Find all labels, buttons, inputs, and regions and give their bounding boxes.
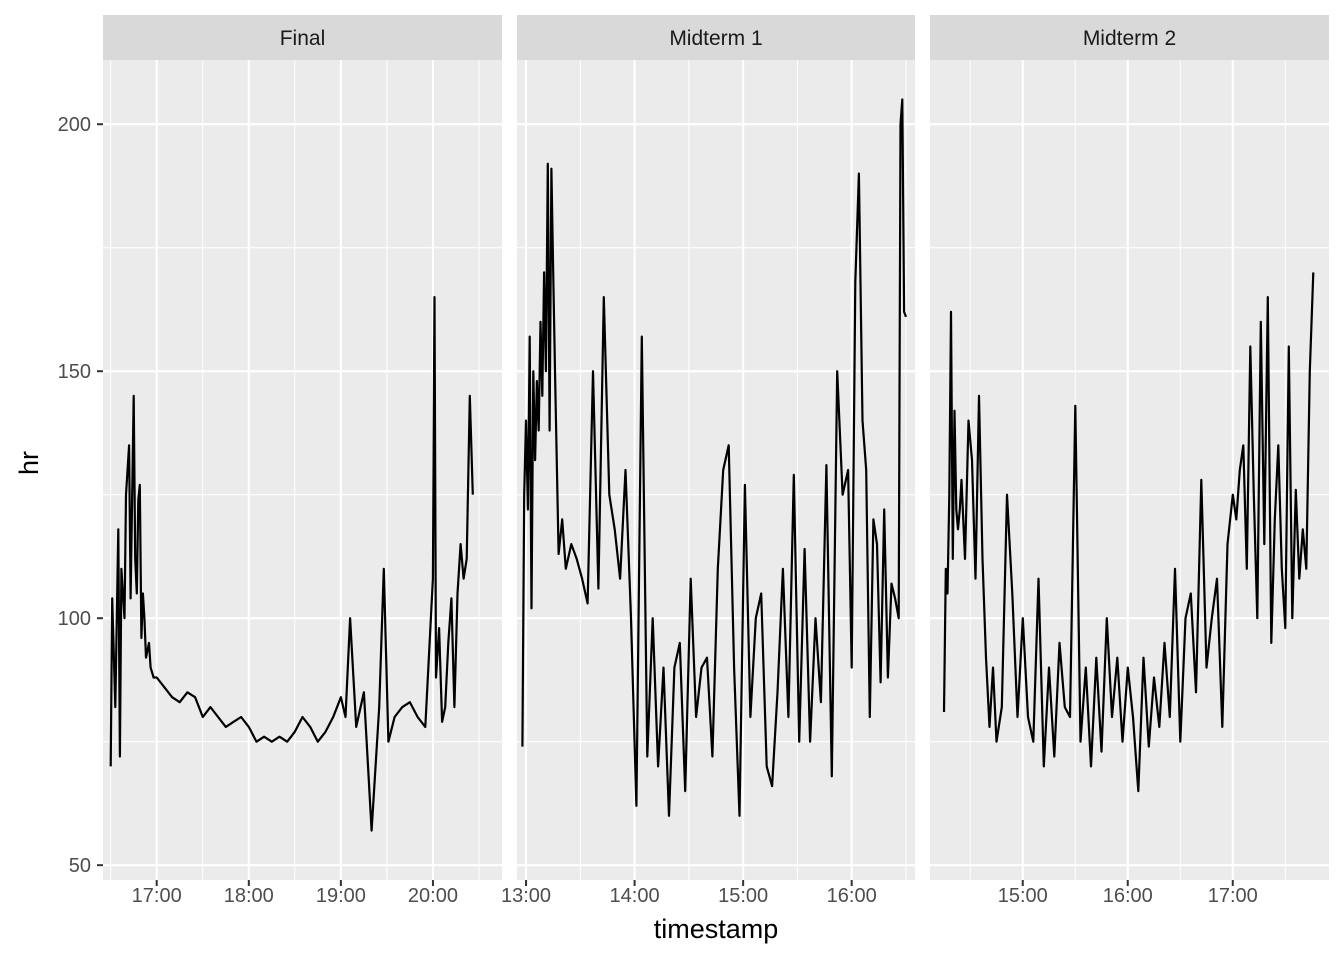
hr-series-line — [109, 296, 474, 832]
x-tick-label: 13:00 — [501, 885, 551, 907]
facet-panel: Midterm 1 13:00 14:00 15:00 16:00 — [501, 15, 915, 907]
x-tick-label: 17:00 — [1208, 885, 1258, 907]
facet-panel: Midterm 2 15:00 16:00 17:00 — [930, 15, 1329, 907]
x-tick-label: 16:00 — [1103, 885, 1153, 907]
hr-series-line — [942, 272, 1315, 793]
hr-series-line — [521, 98, 908, 817]
x-tick-label: 19:00 — [316, 885, 366, 907]
x-tick-label: 20:00 — [408, 885, 458, 907]
x-tick-label: 18:00 — [224, 885, 274, 907]
facet-strip-label: Midterm 1 — [669, 27, 762, 50]
facet-strip — [103, 15, 502, 60]
facet-strip-label: Midterm 2 — [1083, 27, 1176, 50]
x-tick-label: 17:00 — [132, 885, 182, 907]
panel-background — [103, 60, 502, 880]
x-axis-title: timestamp — [654, 914, 779, 944]
x-tick-label: 14:00 — [610, 885, 660, 907]
x-tick-label: 16:00 — [827, 885, 877, 907]
y-axis-title: hr — [14, 451, 44, 475]
y-axis: 50 100 150 200 — [58, 114, 103, 877]
facet-strip — [930, 15, 1329, 60]
facet-strip-label: Final — [280, 27, 326, 50]
panel-background — [517, 60, 915, 880]
y-tick-label: 100 — [58, 608, 91, 630]
facet-panels: Final 17:00 18:00 19:00 20:00 Midterm 1 13:00 1… — [103, 15, 1329, 907]
x-tick-label: 15:00 — [718, 885, 768, 907]
y-tick-label: 150 — [58, 361, 91, 383]
facet-strip — [517, 15, 915, 60]
y-tick-label: 200 — [58, 114, 91, 136]
x-tick-label: 15:00 — [998, 885, 1048, 907]
facet-panel: Final 17:00 18:00 19:00 20:00 — [103, 15, 502, 907]
y-tick-label: 50 — [69, 855, 91, 877]
